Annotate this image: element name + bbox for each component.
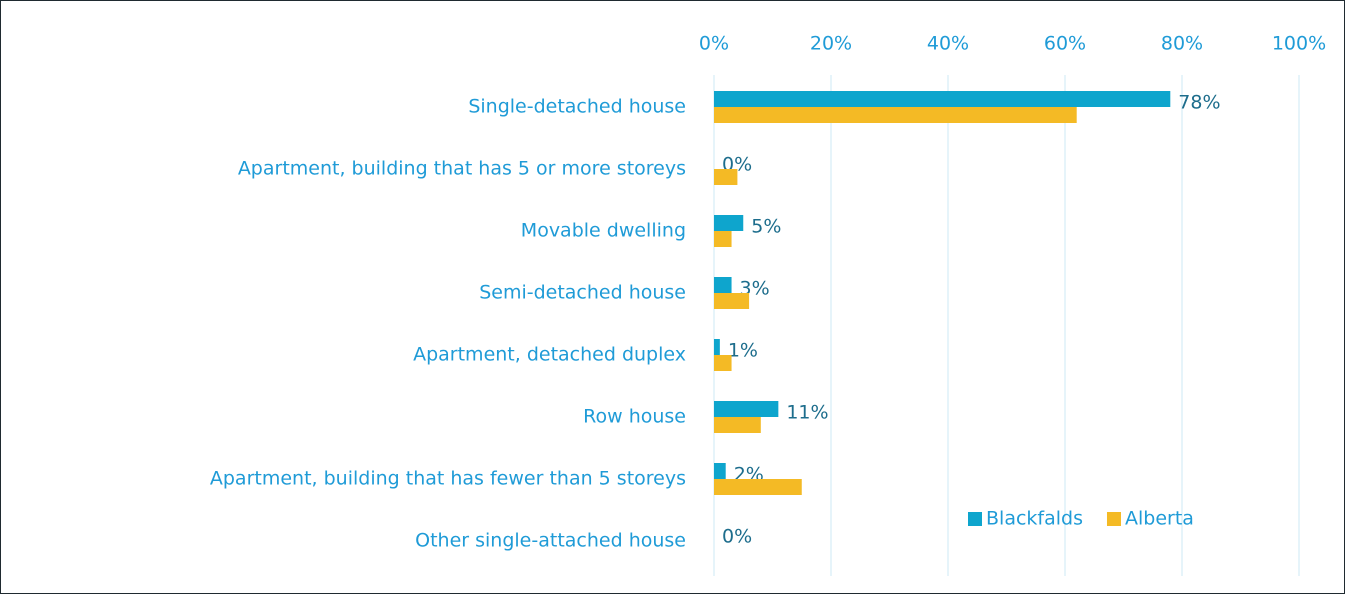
y-tick-label: Apartment, building that has fewer than … [210,468,686,490]
bar [714,169,738,185]
y-tick-label: Other single-attached house [415,530,686,552]
x-tick-label: 80% [1161,33,1203,55]
bar [714,293,750,309]
legend-swatch [1106,512,1121,526]
y-tick-label: Semi-detached house [479,282,686,304]
bar [714,479,802,495]
value-label: 78% [1178,92,1220,114]
x-tick-label: 100% [1272,33,1326,55]
bar [714,107,1077,123]
bar [714,417,761,433]
value-label: 11% [786,402,828,424]
legend-swatch [968,512,982,526]
value-label: 0% [722,526,752,548]
legend-label: Blackfalds [986,508,1083,530]
y-tick-label: Single-detached house [468,96,686,118]
bar [714,91,1171,107]
bar [714,277,732,293]
bar [714,339,720,355]
legend-label: Alberta [1125,508,1194,530]
bar [714,463,726,479]
value-label: 1% [728,340,758,362]
x-tick-label: 40% [927,33,969,55]
y-tick-label: Row house [583,406,686,428]
y-tick-label: Movable dwelling [521,220,686,242]
bar [714,231,732,247]
x-tick-label: 60% [1044,33,1086,55]
bar [714,215,744,231]
x-tick-label: 20% [810,33,852,55]
y-tick-label: Apartment, building that has 5 or more s… [238,158,686,180]
bar [714,355,732,371]
bar [714,401,779,417]
value-label: 5% [751,216,781,238]
y-tick-label: Apartment, detached duplex [413,344,686,366]
x-tick-label: 0% [699,33,729,55]
